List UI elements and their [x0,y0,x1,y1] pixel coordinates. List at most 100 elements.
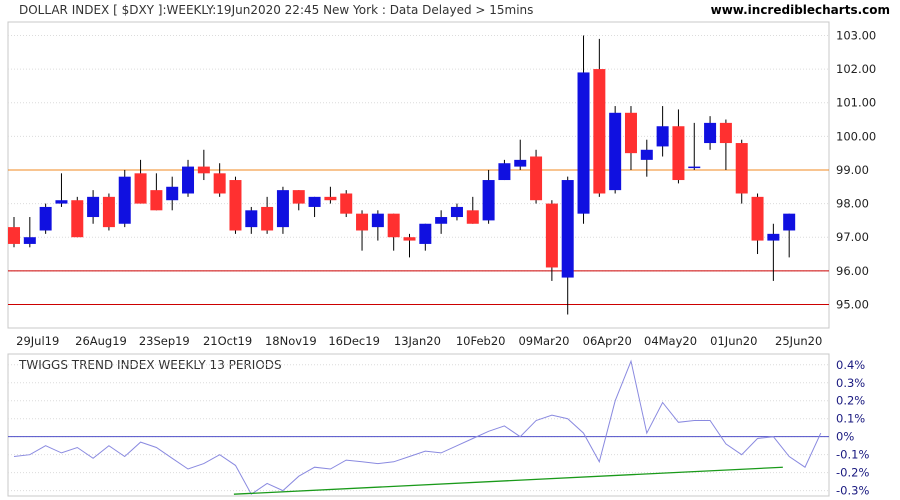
candle [8,217,20,248]
price-y-tick: 102.00 [836,62,876,76]
candle [482,169,495,224]
candle [276,186,289,234]
price-x-tick: 06Apr20 [583,334,632,348]
candle-body [197,166,210,174]
candle [387,213,400,251]
price-y-axis: 95.00 96.00 97.00 98.00 99.00 100.00 101.00 102… [836,28,876,311]
candle [324,186,337,204]
candle-body [387,213,400,238]
candle [356,210,369,251]
candle-body [8,227,20,244]
candle [23,217,36,248]
candle-body [482,180,495,221]
candle-body [71,200,84,238]
price-x-tick: 21Oct19 [203,334,252,348]
candle [624,106,637,170]
candle-body [450,206,463,218]
candle [403,233,416,258]
indicator-y-tick: 0.4% [836,358,865,372]
candle [308,196,321,218]
candle-body [419,223,432,244]
candle-body [292,190,305,204]
candle-body [656,126,669,147]
candle [39,203,52,234]
candle [245,206,258,234]
candle [593,38,606,197]
candle [150,173,163,211]
candle [118,169,131,228]
price-x-tick: 16Dec19 [328,334,380,348]
candle-body [672,126,685,181]
candle-body [356,213,369,231]
candle [134,159,147,204]
candle-body [340,193,353,214]
candle-body [371,213,384,228]
candle [609,106,622,194]
candle [466,196,479,224]
price-y-tick: 101.00 [836,96,876,110]
indicator-y-tick: -0.3% [836,484,869,498]
price-panel [7,21,830,329]
candle-body [261,206,274,231]
candle [751,193,764,255]
twiggs-line [13,359,822,495]
candle [577,35,590,224]
candle [704,116,717,150]
candle-body [118,176,131,224]
price-x-axis: 29Jul19 26Aug19 23Sep19 21Oct19 18Nov19 16Dec… [16,334,822,348]
candle-body [87,196,100,218]
candle-body [783,213,796,231]
indicator-y-tick: 0% [836,430,854,444]
candle-body [213,173,226,194]
candle-body [134,173,147,204]
price-x-tick: 23Sep19 [139,334,190,348]
candle-body [609,112,622,191]
candle-body [466,210,479,224]
candles [8,35,796,315]
price-y-tick: 96.00 [836,264,869,278]
candle-body [245,210,258,228]
indicator-y-tick: -0.1% [836,448,869,462]
candle-body [39,206,52,231]
candle [419,223,432,251]
candle-body [751,196,764,241]
candle [656,106,669,157]
candle [102,193,115,231]
candle-body [166,186,179,201]
price-y-tick: 100.00 [836,129,876,143]
candle [545,200,558,281]
candle-body [55,200,68,204]
indicator-panel [7,353,830,497]
price-y-tick: 97.00 [836,230,869,244]
candle-body [182,166,195,194]
candle [435,210,448,234]
indicator-lines [13,359,822,495]
chart-title: DOLLAR INDEX [ $DXY ]:WEEKLY:19Jun2020 2… [19,3,533,17]
candle [182,159,195,197]
site-url[interactable]: www.incrediblecharts.com [711,3,890,17]
candle [783,213,796,258]
horizontal-lines [8,169,829,305]
candle [735,139,748,204]
candle [197,149,210,181]
candle [688,122,701,170]
candle-body [561,180,574,278]
indicator-y-tick: -0.2% [836,466,869,480]
candle-body [688,166,701,169]
candle-body [229,180,242,231]
indicator-y-axis: 0.4% 0.3% 0.2% 0.1% 0% -0.1% -0.2% -0.3% [836,358,869,498]
candle-body [23,237,36,244]
candle [229,176,242,234]
candle [340,190,353,218]
price-y-tick: 99.00 [836,163,869,177]
indicator-grid [8,364,829,492]
candle [55,173,68,207]
candle-body [403,237,416,241]
candle-body [498,163,511,181]
price-y-tick: 95.00 [836,297,869,311]
trend-line [233,466,783,495]
candle-body [324,196,337,201]
candle-body [593,69,606,194]
price-x-tick: 10Feb20 [456,334,506,348]
